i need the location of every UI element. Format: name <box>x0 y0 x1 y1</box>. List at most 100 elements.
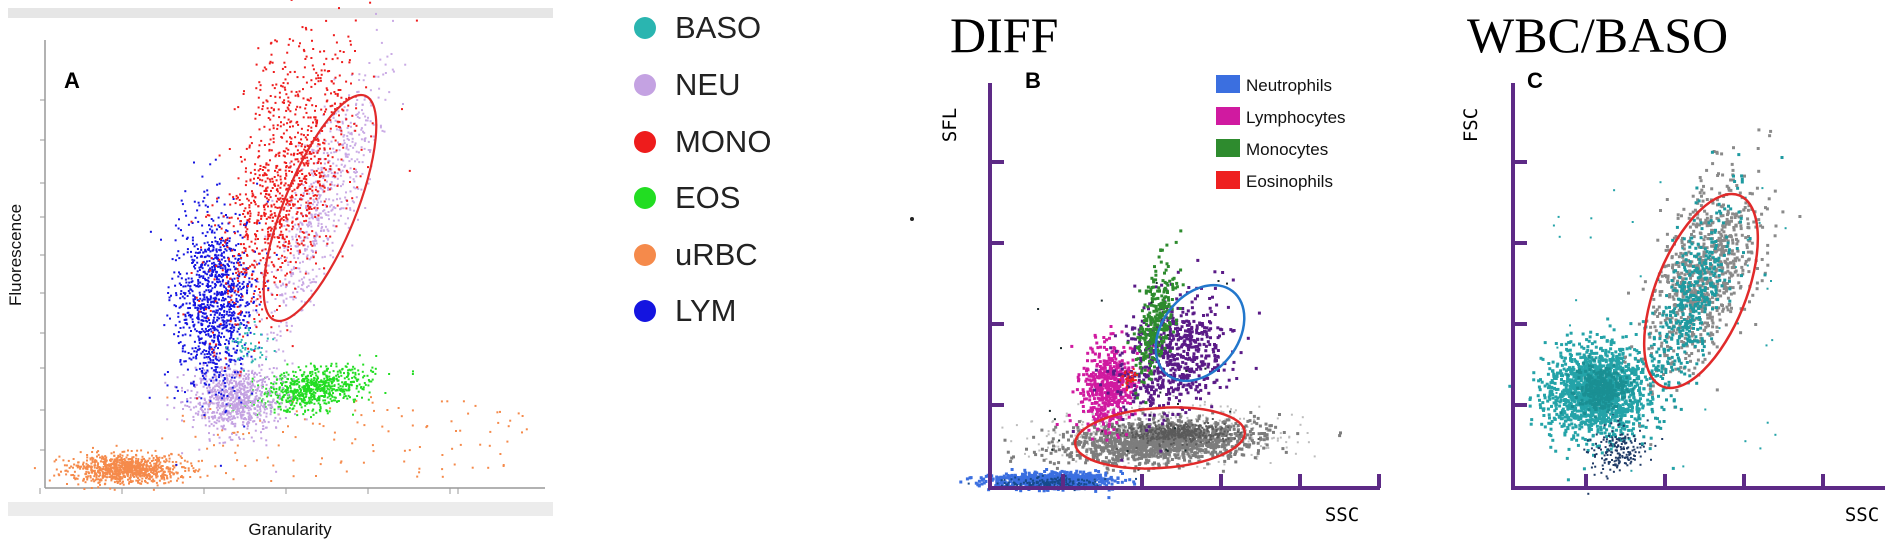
mono-point <box>246 211 249 214</box>
lym-point <box>206 320 209 323</box>
neu-point <box>259 405 261 408</box>
neu-point <box>236 410 239 412</box>
neu-point <box>251 369 254 372</box>
mono-point <box>312 121 314 124</box>
urbc-point <box>136 470 139 472</box>
lym-point <box>208 247 210 250</box>
lym-point <box>214 274 217 276</box>
lym-point <box>248 281 251 284</box>
neu-point <box>282 301 285 304</box>
lym-point <box>219 308 222 311</box>
lym-point <box>212 297 215 300</box>
eos-point <box>308 396 311 399</box>
lym-point <box>212 270 215 273</box>
lym-point <box>213 231 216 234</box>
eos-point <box>371 378 374 381</box>
mono-point <box>259 178 261 181</box>
urbc-point <box>105 456 108 459</box>
eos-point <box>348 386 351 389</box>
lym-point <box>207 279 209 282</box>
eos-point <box>315 368 318 371</box>
urbc-point <box>111 477 114 480</box>
lym-point <box>220 393 223 396</box>
mono-point <box>316 180 319 183</box>
urbc-point <box>154 470 157 473</box>
lym-point <box>246 301 249 304</box>
neu-point <box>275 367 278 370</box>
urbc-point <box>157 457 160 460</box>
urbc-point <box>135 479 138 482</box>
urbc-point <box>90 487 93 489</box>
eos-point <box>336 370 339 373</box>
panel-a-ticks <box>39 99 459 494</box>
mono-point <box>274 184 277 187</box>
lym-point <box>248 315 251 318</box>
mono-point <box>269 180 272 183</box>
urbc-point <box>160 477 163 480</box>
urbc-point <box>179 462 182 465</box>
lym-point <box>184 313 187 316</box>
neu-point <box>285 321 288 324</box>
neu-point <box>203 369 206 372</box>
neu-point <box>238 391 241 394</box>
lym-point <box>198 266 201 269</box>
eos-point <box>384 392 387 394</box>
neu-point <box>332 117 335 119</box>
lym-point <box>218 334 221 337</box>
neu-point <box>232 423 235 425</box>
mono-point <box>254 238 257 241</box>
eos-point <box>350 384 353 387</box>
neu-point <box>253 402 256 404</box>
neu-point <box>244 397 247 399</box>
urbc-point <box>132 466 135 469</box>
eos-point <box>264 405 267 408</box>
neu-point <box>186 398 189 400</box>
urbc-point <box>126 462 129 465</box>
neu-point <box>364 123 367 126</box>
neu-point <box>224 428 227 431</box>
urbc-point <box>117 474 120 476</box>
lym-point <box>246 304 249 307</box>
neu-point <box>275 470 278 473</box>
neu-point <box>246 395 249 398</box>
lym-point <box>186 323 189 326</box>
neu-point <box>265 407 268 410</box>
urbc-point <box>506 440 509 443</box>
neu-point <box>242 421 245 424</box>
neu-point <box>330 183 333 186</box>
eos-point <box>317 377 319 380</box>
urbc-point <box>140 480 143 483</box>
eos-point <box>326 379 329 382</box>
urbc-point <box>101 475 104 478</box>
mono-point <box>304 145 307 148</box>
eos-point <box>311 395 314 398</box>
neu-point <box>356 99 359 101</box>
urbc-point <box>99 460 102 463</box>
urbc-point <box>100 457 103 460</box>
lym-point <box>184 322 187 325</box>
eos-point <box>332 377 334 380</box>
lym-point <box>210 379 213 382</box>
urbc-point <box>132 474 134 477</box>
lym-point <box>212 310 215 313</box>
neu-point <box>317 224 320 227</box>
urbc-point <box>139 462 142 465</box>
neu-point <box>364 96 367 99</box>
lym-point <box>228 319 231 322</box>
neu-point <box>372 135 375 138</box>
urbc-point <box>96 451 98 454</box>
neu-point <box>284 375 287 378</box>
neu-point <box>313 244 316 247</box>
mono-point <box>287 118 290 121</box>
neu-point <box>362 79 365 82</box>
mono-point <box>359 175 362 178</box>
lym-point <box>171 277 174 280</box>
eos-point <box>304 377 307 380</box>
urbc-point <box>126 468 129 470</box>
urbc-point <box>155 468 158 471</box>
lym-point <box>184 278 187 281</box>
mono-point <box>285 166 288 169</box>
lym-point <box>211 241 214 244</box>
urbc-point <box>121 471 124 474</box>
mono-point <box>316 119 319 122</box>
